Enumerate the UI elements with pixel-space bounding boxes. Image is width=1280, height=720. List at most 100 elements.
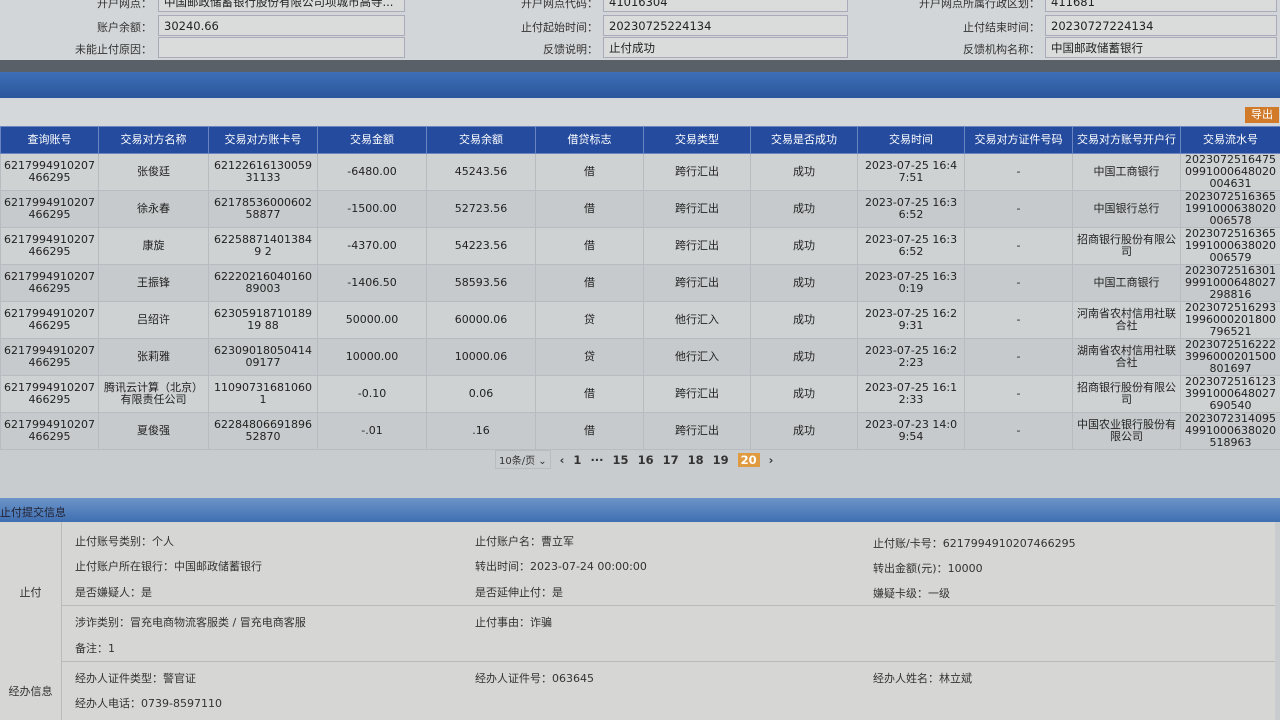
table-cell: 6228480669189652870 [208, 412, 318, 450]
table-cell: 成功 [750, 190, 858, 228]
table-row[interactable]: 6217994910207466295 吕绍许 6230591871018919 8… [0, 301, 1280, 339]
export-button[interactable]: 导出 [1245, 107, 1279, 123]
table-row[interactable]: 6217994910207466295 张莉雅 623090180504140917… [0, 338, 1280, 376]
acct-no: 止付账/卡号：6217994910207466295 [873, 537, 1076, 550]
field-label: 账户余额： [97, 21, 152, 34]
table-cell: - [964, 190, 1073, 228]
field-label: 开户网点： [97, 0, 152, 10]
table-row[interactable]: 6217994910207466295 康旋 622588714013849 2 -4… [0, 227, 1280, 265]
table-cell: 贷 [535, 338, 644, 376]
transaction-table: 查询账号 交易对方名称 交易对方账卡号 交易金额 交易余额 借贷标志 交易类型 交易是否成功交… [0, 126, 1280, 450]
page-button[interactable]: 15 [612, 452, 629, 467]
operator-phone: 经办人电话：0739-8597110 [75, 697, 222, 710]
table-cell: 借 [535, 375, 644, 413]
column-header[interactable]: 交易对方证件号码 [964, 126, 1073, 154]
column-header[interactable]: 交易类型 [643, 126, 751, 154]
field-label: 开户网点所属行政区划： [919, 0, 1040, 10]
table-cell: 20230725164750991000648020004631 [1180, 153, 1280, 191]
table-cell: 6217994910207466295 [0, 264, 99, 302]
operator-id-no: 经办人证件号：063645 [475, 672, 594, 685]
field-label: 止付起始时间： [521, 21, 598, 34]
table-cell: 王振锋 [98, 264, 209, 302]
page-button[interactable]: 1 [573, 452, 582, 467]
column-header[interactable]: 交易是否成功 [750, 126, 858, 154]
table-cell: 成功 [750, 301, 858, 339]
column-header[interactable]: 查询账号 [0, 126, 99, 154]
table-cell: 6217994910207466295 [0, 301, 99, 339]
table-cell: 6217994910207466295 [0, 338, 99, 376]
column-header[interactable]: 交易金额 [317, 126, 427, 154]
remark: 备注：1 [75, 642, 115, 655]
column-header[interactable]: 交易对方账号开户行 [1072, 126, 1181, 154]
prev-page-icon[interactable]: ‹ [559, 452, 565, 467]
table-cell: 腾讯云计算（北京）有限责任公司 [98, 375, 209, 413]
column-header[interactable]: 借贷标志 [535, 126, 644, 154]
pagination: 10条/页 ⌄ ‹ 1 ··· 15 16 17 18 19 20 › [495, 450, 773, 469]
table-cell: - [964, 153, 1073, 191]
table-cell: 张莉雅 [98, 338, 209, 376]
table-cell: 54223.56 [426, 227, 536, 265]
table-cell: - [964, 301, 1073, 339]
table-row[interactable]: 6217994910207466295 徐永春 621785360006025887… [0, 190, 1280, 228]
table-cell: 借 [535, 412, 644, 450]
table-cell: 10000.06 [426, 338, 536, 376]
page-button[interactable]: 18 [687, 452, 704, 467]
table-cell: 6217994910207466295 [0, 190, 99, 228]
table-cell: 跨行汇出 [643, 190, 751, 228]
out-time: 转出时间：2023-07-24 00:00:00 [475, 560, 647, 573]
page-button[interactable]: ··· [590, 452, 604, 467]
reason: 止付事由：诈骗 [475, 616, 552, 629]
table-cell: 招商银行股份有限公司 [1072, 227, 1181, 265]
table-cell: 2023-07-23 14:09:54 [857, 412, 965, 450]
table-cell: 6217994910207466295 [0, 375, 99, 413]
operator-id-type: 经办人证件类型：警官证 [75, 672, 196, 685]
table-cell: 20230725162931996000201800796521 [1180, 301, 1280, 339]
table-cell: - [964, 264, 1073, 302]
out-amount: 转出金额(元)：10000 [873, 562, 983, 575]
table-row[interactable]: 6217994910207466295 腾讯云计算（北京）有限责任公司 110907… [0, 375, 1280, 413]
table-cell: 他行汇入 [643, 338, 751, 376]
page-button[interactable]: 16 [637, 452, 654, 467]
page-size-select[interactable]: 10条/页 ⌄ [495, 450, 551, 469]
page-button[interactable]: 19 [712, 452, 729, 467]
column-header[interactable]: 交易对方账卡号 [208, 126, 318, 154]
table-cell: 60000.06 [426, 301, 536, 339]
submit-info-panel: 止付 经办信息 止付账号类别：个人 止付账户名：曹立军 止付账/卡号：62179… [0, 522, 1275, 720]
page-button[interactable]: 20 [737, 452, 760, 467]
table-cell: 20230725163651991000638020006578 [1180, 190, 1280, 228]
table-cell: 成功 [750, 227, 858, 265]
table-row[interactable]: 6217994910207466295 王振锋 622202160401608900… [0, 264, 1280, 302]
column-header[interactable]: 交易时间 [857, 126, 965, 154]
table-cell: .16 [426, 412, 536, 450]
table-row[interactable]: 6217994910207466295 张俊廷 621226161300593113… [0, 153, 1280, 191]
table-cell: -1500.00 [317, 190, 427, 228]
table-cell: 成功 [750, 375, 858, 413]
account-info-panel: 开户网点： 中国邮政储蓄银行股份有限公司项城市高寺... 开户网点代码： 410163… [0, 0, 1280, 62]
table-cell: 6217994910207466295 [0, 153, 99, 191]
table-cell: -0.10 [317, 375, 427, 413]
table-cell: 跨行汇出 [643, 227, 751, 265]
fraud-type: 涉诈类别：冒充电商物流客服类 / 冒充电商客服 [75, 616, 306, 629]
table-row[interactable]: 6217994910207466295 夏俊强 622848066918965287… [0, 412, 1280, 450]
bank: 止付账户所在银行：中国邮政储蓄银行 [75, 560, 262, 573]
table-cell: 20230725163651991000638020006579 [1180, 227, 1280, 265]
table-cell: 借 [535, 264, 644, 302]
table-cell: 跨行汇出 [643, 412, 751, 450]
field-value: 止付成功 [603, 37, 848, 58]
table-cell: 2023-07-25 16:47:51 [857, 153, 965, 191]
table-cell: 2023-07-25 16:12:33 [857, 375, 965, 413]
group-label-stop: 止付 [0, 522, 62, 661]
table-cell: 跨行汇出 [643, 153, 751, 191]
table-cell: 0.06 [426, 375, 536, 413]
table-cell: 6212261613005931133 [208, 153, 318, 191]
table-cell: - [964, 412, 1073, 450]
column-header[interactable]: 交易余额 [426, 126, 536, 154]
column-header[interactable]: 交易对方名称 [98, 126, 209, 154]
column-header[interactable]: 交易流水号 [1180, 126, 1280, 154]
page-button[interactable]: 17 [662, 452, 679, 467]
next-page-icon[interactable]: › [768, 452, 774, 467]
table-cell: 中国工商银行 [1072, 264, 1181, 302]
field-label: 开户网点代码： [521, 0, 598, 10]
field-label: 止付结束时间： [963, 21, 1040, 34]
acct-name: 止付账户名：曹立军 [475, 535, 574, 548]
